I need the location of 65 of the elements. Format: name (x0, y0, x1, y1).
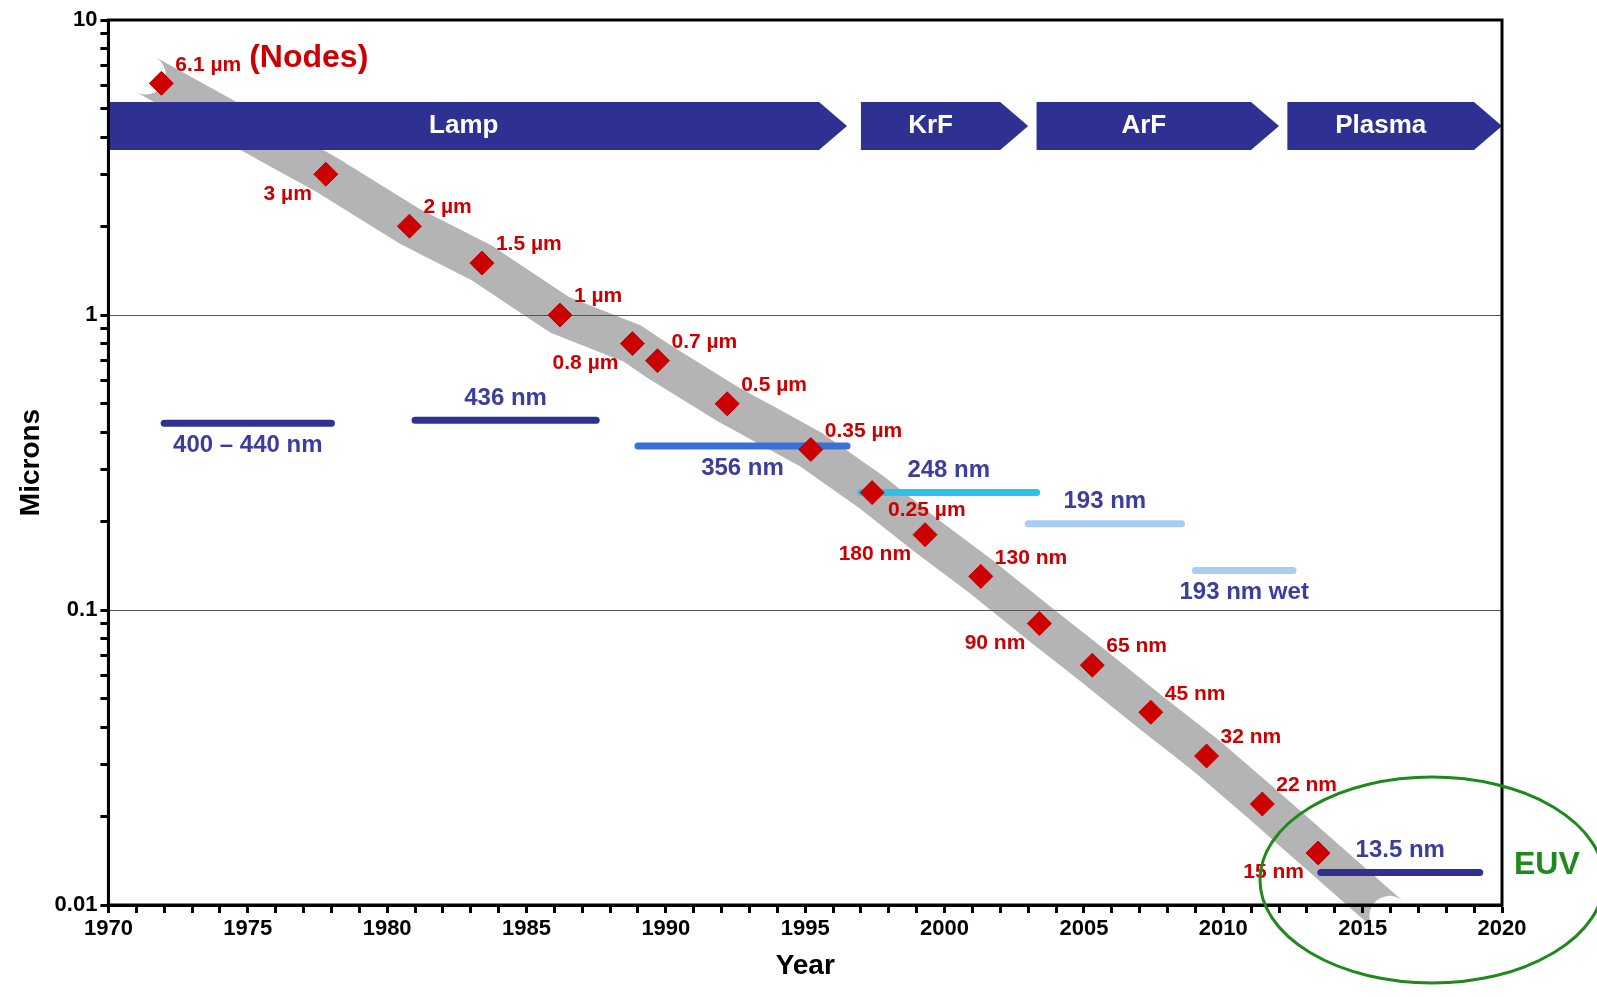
x-tick-label: 1985 (502, 915, 551, 941)
annotation: (Nodes) (249, 38, 369, 75)
annotation: 6.1 µm (175, 51, 242, 75)
x-tick-label: 2000 (920, 915, 970, 941)
x-axis-title: Year (775, 948, 835, 980)
annotation: 130 nm (994, 544, 1068, 568)
x-tick-label: 1995 (780, 915, 830, 941)
point (859, 480, 885, 506)
point (1079, 652, 1105, 678)
annotation: 0.35 µm (824, 417, 903, 441)
annotation: 180 nm (838, 540, 912, 564)
point (469, 250, 495, 276)
text: EUV (1514, 844, 1581, 881)
point (644, 348, 670, 374)
point (148, 70, 174, 96)
point (396, 213, 422, 239)
annotation: 0.7 µm (671, 328, 738, 352)
point (798, 437, 824, 462)
annotation: 0.25 µm (888, 496, 966, 520)
y-tick-label: 0.01 (54, 891, 98, 917)
y-tick-label: 10 (72, 6, 98, 32)
point (313, 161, 339, 187)
x-tick-label: 1970 (83, 915, 133, 941)
x-tick-label: 2015 (1338, 915, 1388, 941)
series-label: 356 nm (701, 452, 784, 480)
y-tick-label: 0.1 (66, 596, 98, 622)
annotation: 90 nm (964, 629, 1026, 653)
point (968, 563, 994, 589)
band-label: Lamp (429, 109, 499, 140)
x-tick-label: 2005 (1059, 915, 1109, 941)
series-label: 248 nm (907, 455, 991, 483)
series-label: 436 nm (464, 382, 547, 410)
band-label: Plasma (1335, 109, 1427, 140)
series-label: 13.5 nm (1355, 835, 1445, 862)
annotation: 0.5 µm (741, 372, 807, 396)
point (1305, 840, 1331, 866)
annotation: 0.8 µm (552, 349, 619, 373)
y-axis-title: Microns (13, 408, 45, 517)
annotation: 3 µm (263, 180, 312, 204)
annotation: 1 µm (573, 283, 623, 307)
x-tick-label: 2020 (1477, 915, 1527, 941)
x-tick-label: 1975 (223, 915, 273, 941)
series-label: 193 nm (1063, 486, 1147, 514)
point (912, 522, 938, 548)
x-tick-label: 1990 (641, 915, 691, 941)
annotation: 32 nm (1220, 724, 1282, 748)
band-label: ArF (1121, 109, 1167, 140)
point (714, 391, 740, 417)
x-tick-label: 1980 (362, 915, 412, 941)
annotation: 1.5 µm (495, 231, 562, 255)
series-label: 400 – 440 nm (173, 429, 323, 457)
series-label: 193 nm wet (1179, 577, 1309, 605)
x-tick-label: 2010 (1198, 915, 1248, 941)
annotation: 45 nm (1164, 680, 1226, 704)
point (1026, 611, 1052, 636)
point (1249, 791, 1275, 817)
point (619, 331, 645, 357)
point (1138, 699, 1164, 725)
annotation: 2 µm (423, 194, 472, 218)
point (1194, 743, 1220, 769)
annotation: 65 nm (1106, 633, 1167, 657)
point (547, 302, 573, 328)
annotation: 22 nm (1276, 772, 1338, 796)
band-label: KrF (908, 109, 953, 140)
y-tick-label: 1 (85, 301, 98, 327)
